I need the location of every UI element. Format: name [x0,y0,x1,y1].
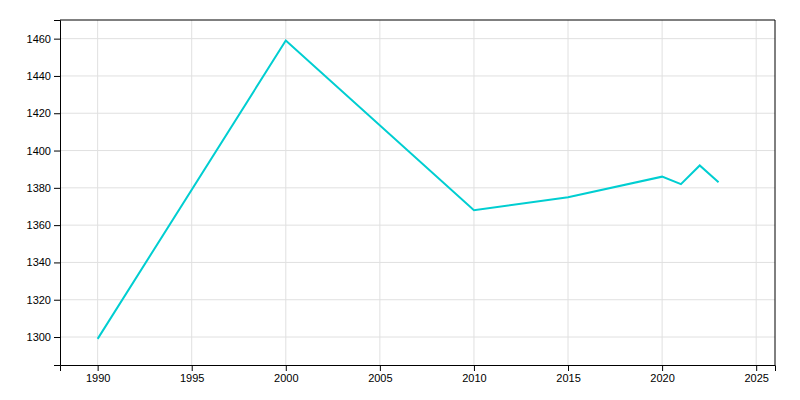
y-tick-label: 1340 [27,256,51,268]
x-tick-mark [286,365,287,371]
y-tick: 1400 [27,145,60,157]
x-tick: 2020 [650,365,674,384]
x-tick-mark [98,365,99,371]
x-tick-label: 2000 [274,372,298,384]
x-tick-mark [568,365,569,371]
y-tick-mark [54,300,60,301]
grid-line-x [379,20,380,365]
x-tick: 2000 [274,365,298,384]
y-tick-mark [54,76,60,77]
frame-right [775,20,776,365]
grid-line-x [191,20,192,365]
grid-line-x [285,20,286,365]
x-tick-label: 2015 [556,372,580,384]
grid-line-x [473,20,474,365]
grid-line-y [60,187,775,188]
y-tick-mark [54,262,60,263]
grid [60,20,775,365]
y-tick-mark [54,188,60,189]
y-tick-mark [54,151,60,152]
y-tick-label: 1460 [27,33,51,45]
x-axis: 1990 1995 2000 2005 2010 2015 2020 2025 [61,365,776,384]
grid-line-y [60,299,775,300]
y-tick-label: 1320 [27,294,51,306]
x-tick: 1990 [86,365,110,384]
y-tick-label: 1400 [27,145,51,157]
y-axis-line [54,21,61,366]
y-tick: 1460 [27,33,60,45]
grid-line-x [662,20,663,365]
y-tick: 1440 [27,70,60,82]
y-tick: 1380 [27,182,60,194]
grid-line-y [60,337,775,338]
x-tick: 1995 [180,365,204,384]
y-tick-label: 1420 [27,107,51,119]
grid-line-y [60,150,775,151]
y-tick-mark [54,337,60,338]
x-tick-mark [662,365,663,371]
x-tick-mark [380,365,381,371]
x-tick-label: 1990 [86,372,110,384]
plot-area: 1990 1995 2000 2005 2010 2015 2020 2025 1300 1320… [27,20,776,384]
y-axis: 1300 1320 1340 1360 1380 1400 1420 1440 1460 [27,21,61,366]
y-tick: 1300 [27,331,60,343]
y-tick-mark [54,113,60,114]
grid-line-x [568,20,569,365]
grid-line-y [60,262,775,263]
chart-svg: 1990 1995 2000 2005 2010 2015 2020 2025 1300 1320… [0,0,800,400]
grid-line-x [97,20,98,365]
grid-line-y [60,75,775,76]
x-tick: 2025 [744,365,768,384]
marks [98,41,719,339]
grid-line-y [60,38,775,39]
x-axis-line [61,366,776,372]
y-tick-label: 1380 [27,182,51,194]
y-tick: 1360 [27,219,60,231]
y-tick-label: 1300 [27,331,51,343]
frame-top [60,20,775,21]
x-tick-label: 2005 [368,372,392,384]
grid-line-y [60,113,775,114]
x-tick: 2005 [368,365,392,384]
y-tick: 1320 [27,294,60,306]
x-tick: 2010 [462,365,486,384]
x-tick-label: 1995 [180,372,204,384]
y-tick-label: 1360 [27,219,51,231]
grid-line-y [60,225,775,226]
data-line [98,41,719,339]
y-tick-mark [54,225,60,226]
y-tick-mark [54,39,60,40]
x-tick-mark [192,365,193,371]
y-tick-label: 1440 [27,70,51,82]
y-tick: 1340 [27,256,60,268]
x-tick-label: 2020 [650,372,674,384]
x-tick-label: 2025 [744,372,768,384]
x-tick-mark [474,365,475,371]
x-tick-label: 2010 [462,372,486,384]
y-tick: 1420 [27,107,60,119]
grid-line-x [756,20,757,365]
x-tick: 2015 [556,365,580,384]
x-tick-mark [756,365,757,371]
